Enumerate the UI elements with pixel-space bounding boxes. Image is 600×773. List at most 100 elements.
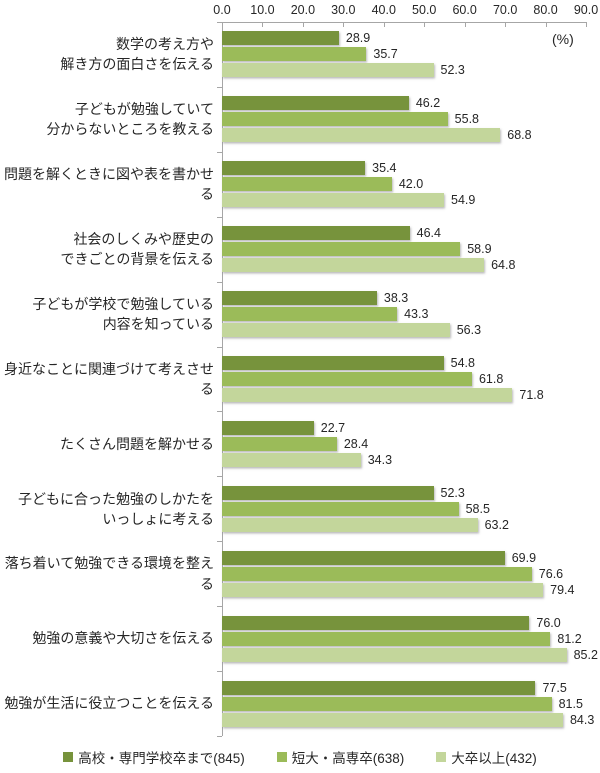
bar [222,128,501,143]
value-label: 77.5 [542,680,567,695]
category-bars: 54.8 61.8 71.8 [222,347,586,412]
value-label: 84.3 [569,712,595,727]
bar [222,161,366,176]
value-label: 76.0 [536,615,561,630]
bar-line: 38.3 [222,291,586,306]
bar [222,420,314,435]
bar-line: 52.3 [222,63,586,78]
category-bars: 69.9 76.6 79.4 [222,541,586,606]
bar-line: 46.4 [222,226,586,241]
y-axis-tick-mark [217,671,222,673]
y-axis-tick-mark [217,346,222,348]
category-label: 子どもに合った勉強のしかたを いっしょに考える [18,490,214,527]
x-axis-tick-mark [586,22,587,27]
bar [222,112,448,127]
category-row: 子どもに合った勉強のしかたを いっしょに考える 52.3 58.5 63.2 [0,476,600,541]
legend-label: 大卒以上(432) [451,751,537,766]
x-axis-tick-label: 50.0 [412,3,437,17]
y-axis-tick-mark [217,151,222,153]
bar-line: 58.9 [222,242,586,257]
value-label: 46.2 [415,96,441,111]
category-label: 勉強が生活に役立つことを伝える [4,695,214,712]
y-axis-tick-mark [217,541,222,543]
bar-line: 81.2 [222,631,586,646]
x-axis-tick-mark [302,22,304,27]
y-axis-tick-mark [217,606,222,608]
category-bars: 76.0 81.2 85.2 [222,606,598,671]
bar-line: 61.8 [222,371,586,386]
bar [222,193,445,208]
bar-line: 85.2 [222,647,598,662]
legend-item: 大卒以上(432) [436,747,537,767]
value-label: 35.4 [372,161,397,176]
bar-line: 77.5 [222,680,586,695]
value-label: 54.9 [451,193,476,208]
x-axis-tick-label: 70.0 [492,3,518,17]
bar-line: 69.9 [222,550,586,565]
value-label: 58.5 [465,501,490,516]
bar [222,680,536,695]
plot-area: 数学の考え方や 解き方の面白さを伝える 28.9 35.7 52.3 子どもが勉強していて… [0,22,600,736]
bar-line: 46.2 [222,96,586,111]
value-label: 52.3 [440,485,465,500]
value-label: 68.8 [507,128,532,143]
bar [222,501,459,516]
bar-line: 64.8 [222,258,586,273]
y-axis-tick-mark [217,22,222,23]
x-axis-tick-mark [505,22,507,27]
category-bars: 38.3 43.3 56.3 [222,282,586,347]
category-label: 社会のしくみや歴史の できごとの背景を伝える [60,230,214,268]
value-label: 63.2 [484,517,509,532]
value-label: 54.8 [450,355,475,370]
bar-line: 52.3 [222,485,586,500]
value-label: 69.9 [511,550,537,565]
category-bars: 22.7 28.4 34.3 [222,411,586,476]
value-label: 76.6 [538,566,564,581]
category-bars: 28.9 35.7 52.3 [222,22,586,87]
value-label: 81.5 [558,696,583,711]
bar [222,355,444,370]
bar [222,307,398,322]
category-label: 子どもが勉強していて 分からないところを教える [46,101,214,138]
x-axis-line [222,22,587,23]
legend-swatch [436,752,447,762]
percent-unit-label: (%) [552,31,574,47]
value-label: 35.7 [373,47,398,62]
legend-item: 短大・高専卒(638) [276,747,404,767]
x-axis-tick-label: 60.0 [452,3,477,17]
y-axis-tick-mark [217,476,222,478]
bar-line: 79.4 [222,582,586,597]
bar [222,582,544,597]
bar-line: 35.4 [222,161,586,176]
x-axis-tick-mark [262,22,264,27]
value-label: 55.8 [454,112,480,127]
bar-line: 81.5 [222,696,586,711]
value-label: 79.4 [550,582,575,597]
value-label: 64.8 [491,258,516,273]
legend-swatch [63,752,74,762]
category-label: 身近なことに関連づけて考えさせる [4,360,214,397]
bar [222,550,505,565]
value-label: 61.8 [478,371,504,386]
category-bars: 52.3 58.5 63.2 [222,476,586,541]
bar [222,31,339,46]
legend-label: 高校・専門学校卒まで(845) [78,751,245,766]
value-label: 58.9 [467,242,492,257]
bar-line: 54.8 [222,355,586,370]
x-axis-tick-mark [545,22,547,27]
bar-line: 28.4 [222,436,586,451]
value-label: 85.2 [573,647,598,662]
bar [222,485,434,500]
bar-line: 55.8 [222,112,586,127]
category-label: 勉強の意義や大切さを伝える [32,630,214,647]
bar [222,631,551,646]
x-axis-tick-mark [383,22,385,27]
bar-line: 71.8 [222,387,586,402]
category-bars: 35.4 42.0 54.9 [222,152,586,217]
value-label: 34.3 [367,452,393,467]
bar-line: 76.0 [222,615,586,630]
value-label: 28.4 [343,436,369,451]
bar [222,517,478,532]
value-label: 46.4 [416,226,441,241]
category-row: 数学の考え方や 解き方の面白さを伝える 28.9 35.7 52.3 [0,22,600,87]
